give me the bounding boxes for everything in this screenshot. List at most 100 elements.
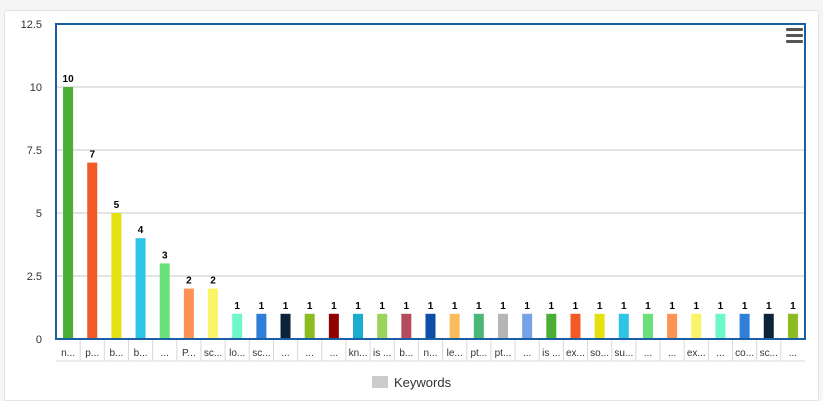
bar[interactable] (618, 313, 629, 339)
data-label: 1 (307, 301, 313, 312)
x-tick-label: pt... (495, 348, 512, 359)
bar[interactable] (256, 313, 267, 339)
y-tick-label: 7.5 (27, 145, 42, 157)
data-label: 10 (63, 74, 75, 85)
x-tick-label: ... (161, 348, 169, 359)
x-tick-label: ex... (687, 348, 706, 359)
x-tick-label: pt... (470, 348, 487, 359)
bar[interactable] (328, 313, 339, 339)
x-tick-label: n... (424, 348, 438, 359)
x-tick-label: ... (306, 348, 314, 359)
x-tick-label: p... (85, 348, 99, 359)
bar[interactable] (473, 313, 484, 339)
bar[interactable] (642, 313, 653, 339)
x-tick-label: n... (61, 348, 75, 359)
data-label: 1 (790, 301, 796, 312)
hamburger-menu-icon[interactable] (782, 24, 806, 46)
bar[interactable] (522, 313, 533, 339)
legend-item[interactable]: Keywords (372, 374, 451, 390)
y-tick-label: 12.5 (21, 19, 42, 31)
data-label: 7 (89, 150, 95, 161)
data-label: 1 (331, 301, 337, 312)
bar[interactable] (63, 87, 74, 339)
x-tick-label: is ... (542, 348, 560, 359)
x-tick-label: ... (330, 348, 338, 359)
x-tick-label: b... (134, 348, 148, 359)
x-tick-label: su... (614, 348, 633, 359)
legend-swatch (372, 376, 388, 388)
data-label: 1 (428, 301, 434, 312)
data-label: 1 (404, 301, 410, 312)
y-tick-label: 2.5 (27, 271, 42, 283)
bar[interactable] (691, 313, 702, 339)
legend-label: Keywords (394, 374, 452, 390)
data-label: 1 (524, 301, 530, 312)
data-label: 1 (766, 301, 772, 312)
x-tick-label: ... (716, 348, 724, 359)
bar[interactable] (497, 313, 508, 339)
x-tick-label: co... (735, 348, 754, 359)
x-tick-label: b... (399, 348, 413, 359)
x-tick-label: lo... (229, 348, 245, 359)
bars (63, 87, 798, 339)
x-tick-label: P... (182, 348, 196, 359)
bar[interactable] (183, 288, 194, 339)
bar[interactable] (304, 313, 315, 339)
x-axis-tick-labels: n... p... b... b...... P... sc... lo... sc.....… (56, 339, 805, 362)
bar[interactable] (594, 313, 605, 339)
bar[interactable] (739, 313, 750, 339)
bar[interactable] (425, 313, 436, 339)
plot-area-border (55, 23, 806, 340)
bar[interactable] (570, 313, 581, 339)
x-tick-label: ... (523, 348, 531, 359)
bar[interactable] (159, 263, 170, 339)
x-tick-label: ... (668, 348, 676, 359)
x-tick-label: sc... (252, 348, 270, 359)
bar[interactable] (787, 313, 798, 339)
y-tick-label: 5 (36, 208, 42, 220)
y-axis-tick-labels: 0 2.5 5 7.5 10 12.5 (21, 19, 42, 346)
x-tick-label: so... (590, 348, 609, 359)
bar[interactable] (715, 313, 726, 339)
bar[interactable] (401, 313, 412, 339)
data-label: 1 (718, 301, 724, 312)
data-label: 1 (355, 301, 361, 312)
data-label: 5 (114, 200, 120, 211)
data-labels: 10 7 5 4 3 2 2 1 1 1 1 1 1 1 1 1 1 1 1 1 1 1 1 1 1 1 1 1 1 1 1 (63, 74, 797, 312)
bar[interactable] (763, 313, 774, 339)
data-label: 1 (234, 301, 240, 312)
y-tick-label: 0 (36, 334, 42, 346)
data-label: 1 (379, 301, 385, 312)
data-label: 4 (138, 225, 144, 236)
bar[interactable] (232, 313, 243, 339)
x-tick-label: le... (447, 348, 463, 359)
bar[interactable] (546, 313, 557, 339)
x-tick-label: ... (281, 348, 289, 359)
bar[interactable] (353, 313, 364, 339)
data-label: 1 (573, 301, 579, 312)
bar[interactable] (667, 313, 678, 339)
data-label: 1 (693, 301, 699, 312)
x-tick-label: sc... (204, 348, 222, 359)
data-label: 1 (259, 301, 265, 312)
x-tick-label: sc... (760, 348, 778, 359)
data-label: 3 (162, 250, 168, 261)
data-label: 1 (283, 301, 289, 312)
x-tick-label: ex... (566, 348, 585, 359)
bar[interactable] (208, 288, 219, 339)
bar[interactable] (87, 162, 98, 339)
bar[interactable] (135, 238, 146, 339)
bar[interactable] (449, 313, 460, 339)
x-tick-label: kn... (349, 348, 368, 359)
bar[interactable] (280, 313, 291, 339)
data-label: 2 (186, 276, 192, 287)
data-label: 1 (549, 301, 555, 312)
data-label: 1 (669, 301, 675, 312)
bar[interactable] (111, 213, 122, 339)
data-label: 1 (500, 301, 506, 312)
data-label: 1 (597, 301, 603, 312)
x-tick-label: ... (789, 348, 797, 359)
x-tick-label: is ... (373, 348, 391, 359)
bar[interactable] (377, 313, 388, 339)
